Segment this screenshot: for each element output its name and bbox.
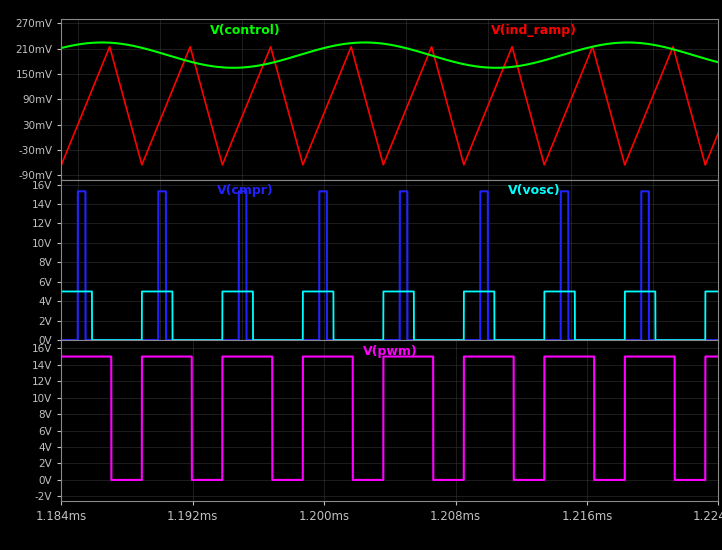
Text: V(control): V(control) bbox=[210, 24, 281, 37]
Text: V(ind_ramp): V(ind_ramp) bbox=[492, 24, 578, 37]
Text: V(vosc): V(vosc) bbox=[508, 184, 561, 197]
Text: V(cmpr): V(cmpr) bbox=[217, 184, 274, 197]
Text: V(pwm): V(pwm) bbox=[362, 345, 417, 358]
